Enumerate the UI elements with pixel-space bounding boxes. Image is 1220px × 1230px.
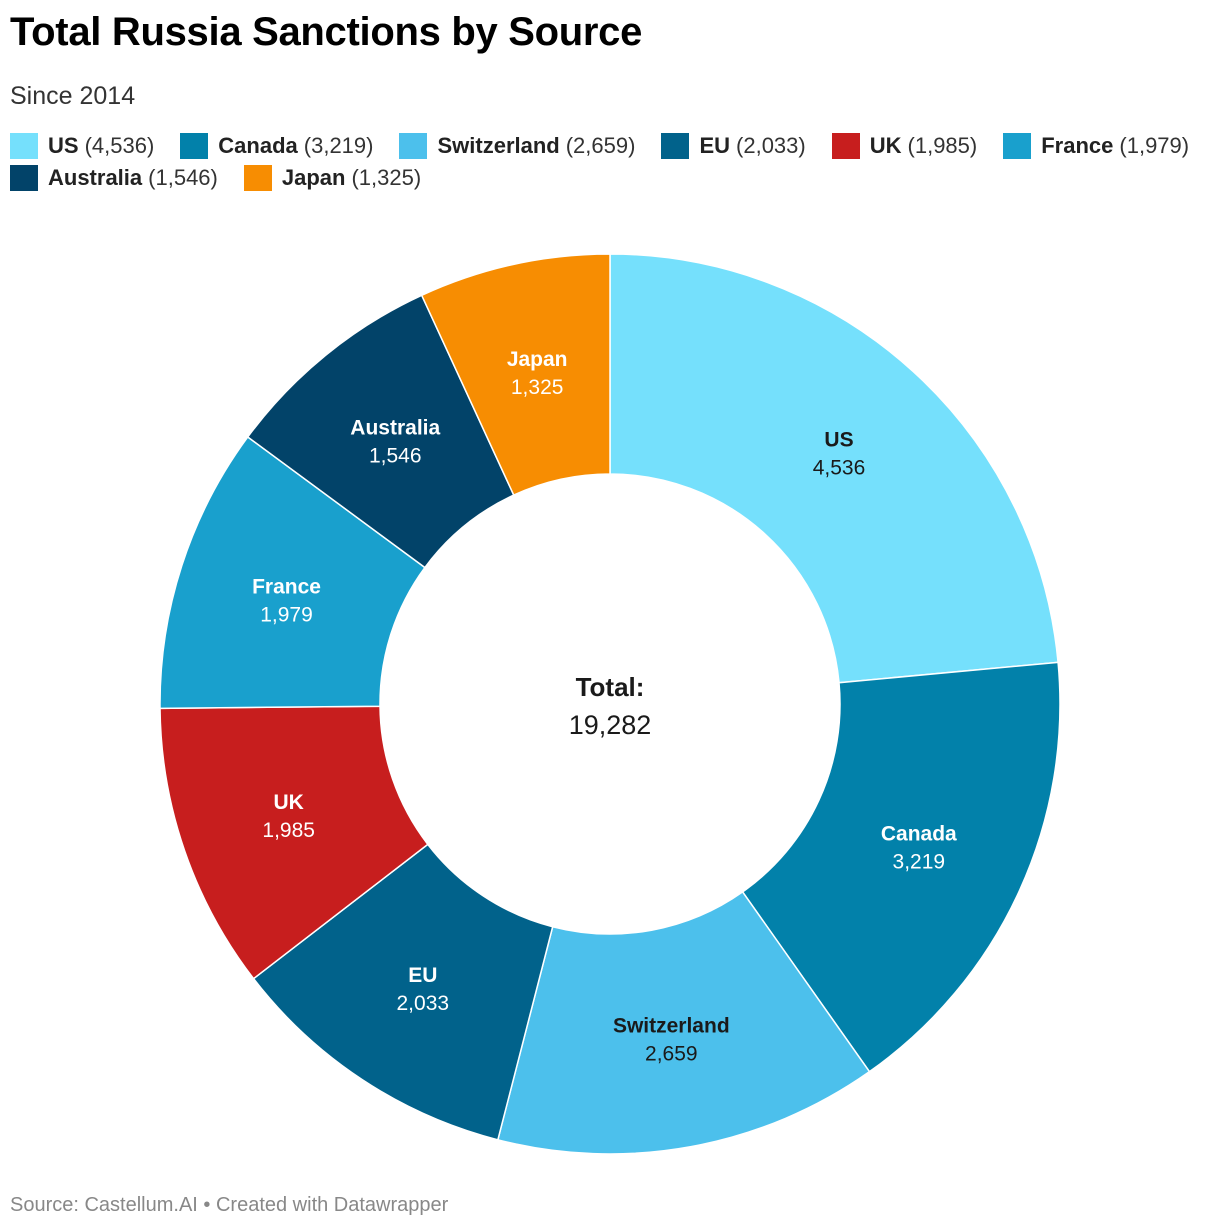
- legend-name: Switzerland: [437, 133, 560, 158]
- slice-value-us: 4,536: [813, 457, 866, 480]
- legend-item-canada: Canada (3,219): [180, 133, 373, 159]
- legend-name: France: [1041, 133, 1114, 158]
- slice-us: [609, 253, 1059, 684]
- legend-item-switzerland: Switzerland (2,659): [399, 133, 635, 159]
- legend-name: US: [48, 133, 79, 158]
- slice-label-eu: EU: [408, 964, 437, 987]
- legend-swatch-australia: [10, 165, 38, 191]
- center-total-label: Total:: [576, 672, 645, 702]
- slice-france: [159, 435, 426, 710]
- slice-label-uk: UK: [274, 791, 304, 814]
- legend-swatch-eu: [661, 133, 690, 159]
- slice-value-france: 1,979: [260, 603, 313, 626]
- slice-label-us: US: [824, 429, 853, 452]
- legend-name: UK: [869, 133, 902, 158]
- slice-value-canada: 3,219: [893, 850, 946, 873]
- legend-count: (1,985): [907, 133, 978, 158]
- slice-label-france: France: [252, 575, 321, 598]
- slice-label-switzerland: Switzerland: [613, 1014, 730, 1037]
- legend-swatch-uk: [831, 133, 860, 159]
- legend-item-france: France (1,979): [1003, 133, 1189, 159]
- legend-count: (1,546): [148, 165, 218, 190]
- legend-count: (4,536): [84, 133, 155, 158]
- slice-japan: [420, 253, 611, 497]
- legend-swatch-japan: [243, 165, 272, 191]
- legend-count: (3,219): [303, 133, 374, 158]
- legend-count: (2,033): [736, 133, 806, 158]
- legend-count: (1,325): [351, 165, 422, 190]
- chart-title: Total Russia Sanctions by Source: [10, 10, 643, 54]
- legend-count: (2,659): [565, 133, 636, 158]
- legend-swatch-us: [10, 133, 38, 159]
- slice-uk: [159, 705, 429, 980]
- slice-value-eu: 2,033: [397, 992, 450, 1015]
- center-total-value: 19,282: [569, 710, 652, 740]
- legend-item-japan: Japan (1,325): [243, 165, 422, 191]
- slice-switzerland: [496, 890, 871, 1155]
- slice-label-japan: Japan: [507, 348, 568, 371]
- legend-swatch-france: [1003, 133, 1032, 159]
- slice-value-switzerland: 2,659: [645, 1042, 698, 1065]
- legend: US (4,536) Canada (3,219) Switzerland (2…: [10, 133, 1210, 191]
- legend-item-eu: EU (2,033): [661, 133, 806, 159]
- slice-label-canada: Canada: [881, 822, 957, 845]
- legend-item-uk: UK (1,985): [831, 133, 978, 159]
- legend-swatch-canada: [180, 133, 209, 159]
- slice-canada: [741, 661, 1061, 1073]
- legend-name: EU: [699, 133, 731, 158]
- legend-name: Australia: [48, 165, 143, 190]
- legend-swatch-switzerland: [399, 133, 428, 159]
- slice-value-australia: 1,546: [369, 444, 422, 467]
- donut-chart: US 4,536 Canada 3,219 Switzerland 2,659 EU 2,03…: [159, 253, 1061, 1155]
- legend-name: Canada: [218, 133, 298, 158]
- legend-item-australia: Australia (1,546): [10, 165, 218, 191]
- legend-name: Japan: [281, 165, 346, 190]
- legend-item-us: US (4,536): [10, 133, 154, 159]
- slice-label-australia: Australia: [350, 416, 440, 439]
- source-footer: Source: Castellum.AI • Created with Data…: [10, 1194, 449, 1216]
- legend-count: (1,979): [1119, 133, 1190, 158]
- chart-subtitle: Since 2014: [10, 82, 136, 110]
- slice-value-japan: 1,325: [511, 376, 564, 399]
- slice-value-uk: 1,985: [262, 819, 315, 842]
